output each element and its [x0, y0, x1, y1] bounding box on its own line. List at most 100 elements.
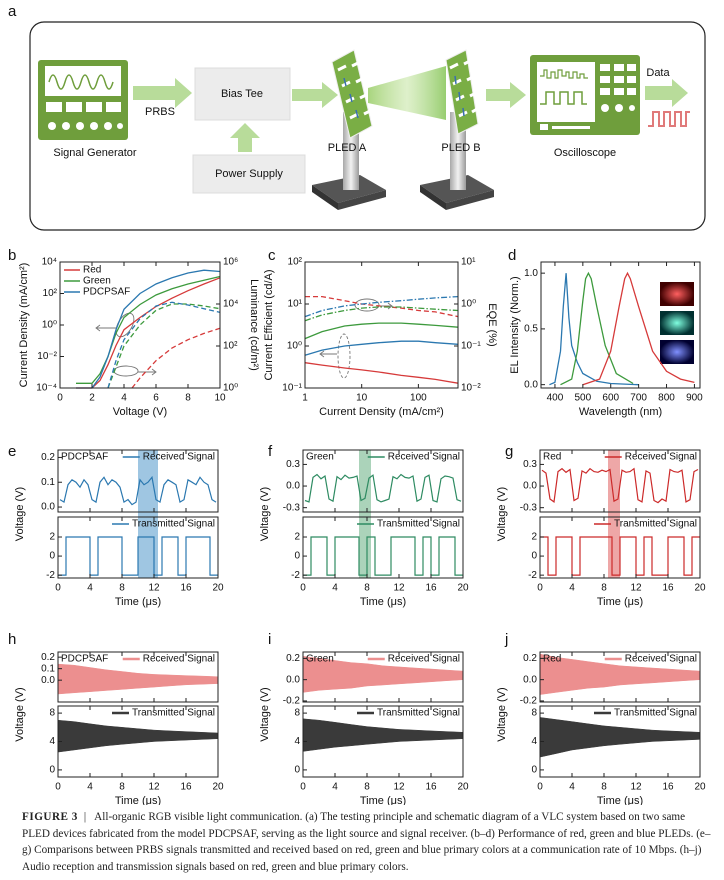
- y-tick-label: 0: [49, 551, 55, 562]
- x-tick-label: 16: [425, 583, 437, 594]
- x-tick-label: 900: [686, 393, 703, 404]
- x-tick-label: 4: [87, 782, 93, 793]
- plot-frame: [304, 261, 459, 389]
- bias-tee-label: Bias Tee: [221, 88, 263, 100]
- legend-label: Transmitted Signal: [377, 519, 460, 530]
- legend-label: Transmitted Signal: [614, 519, 697, 530]
- signal-envelope: [57, 719, 219, 753]
- light-beam: [368, 66, 446, 120]
- series-line: [304, 295, 459, 318]
- x-tick-label: 20: [694, 583, 706, 594]
- figure: a Signal Generator PRBS Bias Tee Power S…: [8, 3, 706, 805]
- x-tick-label: 700: [630, 393, 647, 404]
- y-tick-label: 8: [49, 708, 55, 719]
- x-tick-label: 8: [119, 782, 125, 793]
- legend-label: Received Signal: [388, 452, 460, 463]
- signal-line: [304, 473, 462, 503]
- x-tick-label: 16: [180, 583, 192, 594]
- y-tick-label: -0.2: [520, 696, 538, 707]
- y-tick-label: 0.1: [41, 477, 55, 488]
- x-tick-label: 16: [180, 782, 192, 793]
- oscilloscope-label: Oscilloscope: [554, 147, 616, 159]
- panel-letter: h: [8, 631, 16, 648]
- x-tick-label: 0: [300, 782, 306, 793]
- signal-envelope: [302, 718, 464, 752]
- y-tick-label: -0.2: [283, 696, 301, 707]
- x-tick-label: 16: [662, 583, 674, 594]
- y-tick-label: -2: [528, 570, 537, 581]
- x-tick-label: 0: [55, 583, 61, 594]
- y-tick-label: 0: [294, 551, 300, 562]
- y-tick-label: 0.5: [524, 324, 538, 335]
- y-tick-label: 10²: [288, 257, 303, 268]
- series-label: Green: [306, 654, 334, 665]
- panel-letter: b: [8, 247, 16, 264]
- y-tick-label: 0.2: [523, 653, 537, 664]
- y-tick-label: 10⁰: [287, 341, 302, 352]
- x-tick-label: 0: [300, 583, 306, 594]
- y-tick-label: 10⁻²: [461, 383, 481, 394]
- x-tick-label: 12: [393, 583, 405, 594]
- y-tick-label: 0.3: [523, 459, 537, 470]
- x-tick-label: 4: [87, 583, 93, 594]
- x-tick-label: 4: [569, 782, 575, 793]
- y-tick-label: 10⁰: [42, 320, 57, 331]
- series-line: [76, 275, 221, 384]
- el-photo-insets: [660, 282, 694, 364]
- annotation: [95, 298, 393, 379]
- x-axis-label: Time (μs): [360, 596, 406, 608]
- series-line: [549, 273, 639, 386]
- y-tick-label: 0.2: [41, 652, 55, 663]
- x-tick-label: 600: [602, 393, 619, 404]
- signal-envelope: [539, 717, 701, 758]
- x-tick-label: 0: [537, 782, 543, 793]
- legend-label: Received Signal: [625, 452, 697, 463]
- x-tick-label: 800: [658, 393, 675, 404]
- panel-letter: i: [268, 631, 271, 648]
- plot-frame: [57, 516, 219, 579]
- arrow: [645, 79, 688, 107]
- pled-a: [312, 49, 386, 210]
- x-tick-label: 8: [601, 583, 607, 594]
- x-tick-label: 12: [630, 782, 642, 793]
- data-waveform-icon: [648, 111, 690, 127]
- y-tick-label: 0.0: [524, 379, 538, 390]
- x-tick-label: 20: [694, 782, 706, 793]
- y-tick-label: 0.1: [41, 663, 55, 674]
- power-supply-label: Power Supply: [215, 168, 283, 180]
- signal-line: [303, 536, 463, 576]
- caption-label: FIGURE 3: [22, 811, 78, 823]
- x-tick-label: 0: [57, 393, 63, 404]
- series-line: [304, 362, 459, 384]
- series-line: [304, 306, 459, 322]
- data-label: Data: [646, 67, 670, 79]
- plot-frame: [302, 516, 464, 579]
- pled-b-label: PLED B: [441, 142, 480, 154]
- caption-separator: |: [83, 811, 87, 823]
- y-axis-label: EL Intensity (Norm.): [509, 276, 521, 373]
- y-axis-label: EQE (%): [486, 303, 498, 346]
- x-tick-label: 4: [569, 583, 575, 594]
- arrow: [292, 82, 338, 108]
- arrow: [133, 78, 192, 108]
- oscilloscope-icon: [530, 55, 640, 135]
- x-tick-label: 0: [537, 583, 543, 594]
- x-axis-label: Voltage (V): [113, 406, 167, 418]
- y-tick-label: 8: [294, 708, 300, 719]
- series-line: [131, 327, 221, 389]
- x-tick-label: 8: [119, 583, 125, 594]
- y-tick-label: 10⁴: [223, 299, 238, 310]
- x-axis-label: Time (μs): [597, 795, 643, 805]
- x-tick-label: 12: [148, 782, 160, 793]
- x-tick-label: 2: [89, 393, 95, 404]
- x-tick-label: 6: [153, 393, 159, 404]
- x-axis-label: Wavelength (nm): [579, 406, 662, 418]
- x-tick-label: 100: [410, 393, 427, 404]
- y-tick-label: 0.0: [41, 675, 55, 686]
- x-axis-label: Current Density (mA/cm²): [319, 406, 444, 418]
- y-tick-label: 0.2: [286, 653, 300, 664]
- y-tick-label: 0.0: [523, 481, 537, 492]
- y-tick-label: 10⁻²: [37, 351, 57, 362]
- x-tick-label: 8: [601, 782, 607, 793]
- y-tick-label: 10⁻¹: [282, 383, 302, 394]
